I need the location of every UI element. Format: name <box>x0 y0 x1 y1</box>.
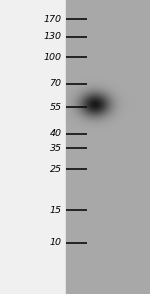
Text: 130: 130 <box>44 32 62 41</box>
Text: 25: 25 <box>50 165 61 173</box>
Text: 15: 15 <box>50 206 61 215</box>
Text: 170: 170 <box>44 15 62 24</box>
Bar <box>0 0 66 294</box>
Text: 40: 40 <box>50 129 61 138</box>
Text: 70: 70 <box>50 79 61 88</box>
Text: 55: 55 <box>50 103 61 112</box>
Text: 100: 100 <box>44 53 62 62</box>
Text: 10: 10 <box>50 238 61 247</box>
Bar <box>66 0 150 294</box>
Text: 35: 35 <box>50 144 61 153</box>
